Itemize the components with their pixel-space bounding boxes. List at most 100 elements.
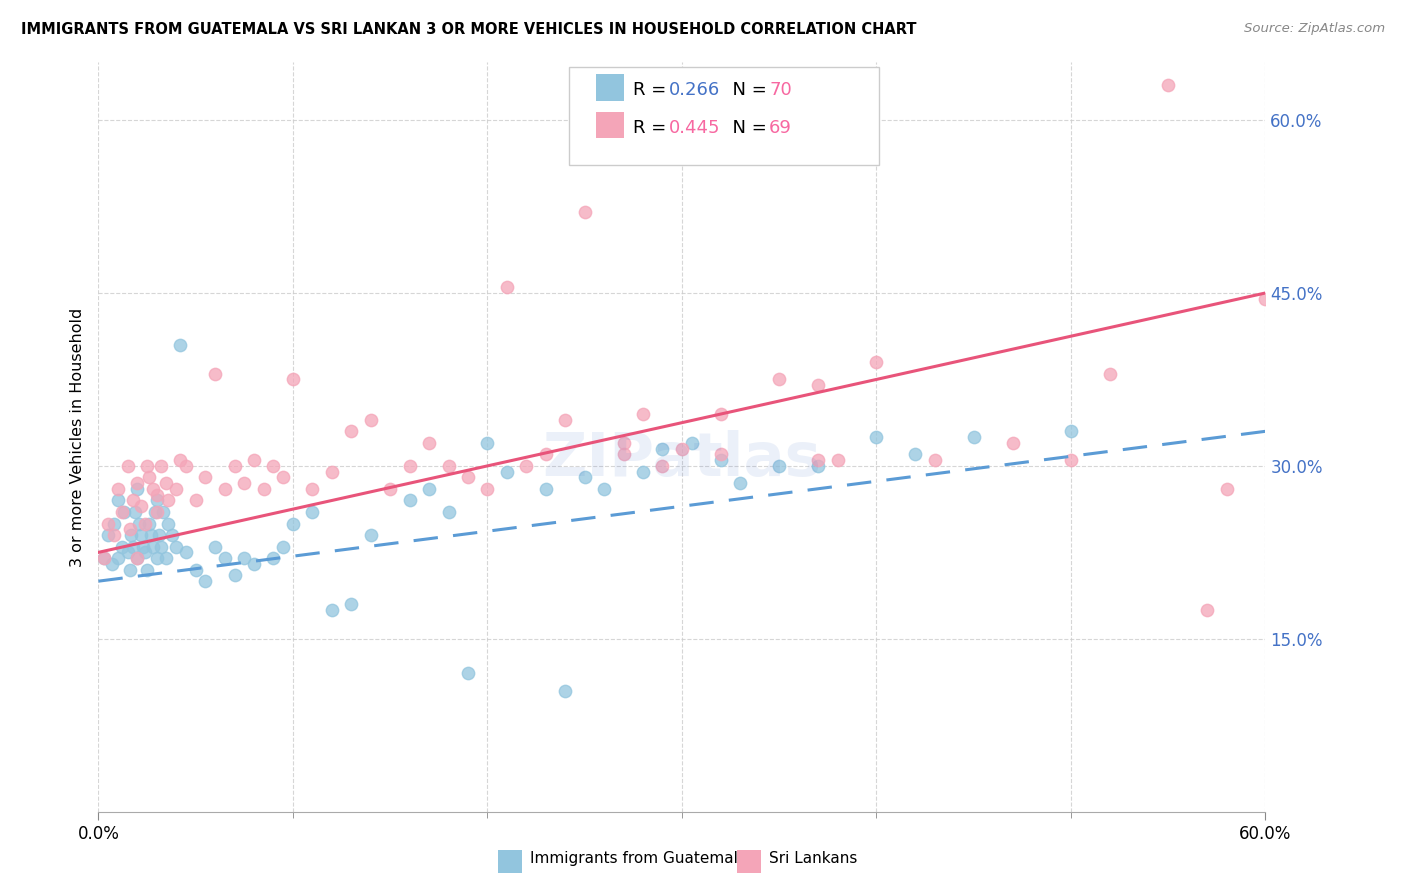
Point <box>174 458 197 473</box>
Point <box>924 453 946 467</box>
Point <box>224 458 246 473</box>
Point <box>612 447 634 461</box>
Point <box>1001 435 1024 450</box>
Point <box>418 482 440 496</box>
Point <box>554 413 576 427</box>
Point <box>301 482 323 496</box>
Point <box>127 482 149 496</box>
Point <box>651 442 673 456</box>
Point <box>184 493 207 508</box>
Point <box>132 540 155 554</box>
Point <box>457 470 479 484</box>
Text: 70: 70 <box>769 81 792 99</box>
Point <box>631 465 654 479</box>
Point <box>127 551 149 566</box>
Point <box>146 493 169 508</box>
Point <box>681 435 703 450</box>
Point <box>1195 603 1218 617</box>
Point <box>271 540 294 554</box>
Point <box>138 470 160 484</box>
Point <box>1215 482 1237 496</box>
Point <box>152 505 174 519</box>
Point <box>865 355 887 369</box>
Point <box>157 516 180 531</box>
Point <box>129 500 152 514</box>
Point <box>97 516 120 531</box>
Text: R =: R = <box>633 119 672 136</box>
Point <box>148 528 170 542</box>
Point <box>437 458 460 473</box>
Point <box>1060 425 1083 439</box>
Text: 0.445: 0.445 <box>669 119 721 136</box>
Text: Source: ZipAtlas.com: Source: ZipAtlas.com <box>1244 22 1385 36</box>
Point <box>496 465 519 479</box>
Point <box>807 453 830 467</box>
Point <box>457 666 479 681</box>
Point <box>121 528 143 542</box>
Point <box>233 551 256 566</box>
Point <box>631 407 654 421</box>
Point <box>103 528 125 542</box>
Text: 0.266: 0.266 <box>669 81 720 99</box>
Point <box>593 482 616 496</box>
Text: N =: N = <box>721 81 773 99</box>
Point <box>827 453 849 467</box>
Point <box>97 528 120 542</box>
Point <box>146 551 169 566</box>
Text: Immigrants from Guatemala: Immigrants from Guatemala <box>530 851 748 866</box>
Point <box>134 545 156 559</box>
Point <box>398 493 420 508</box>
Point <box>301 505 323 519</box>
Point <box>139 528 162 542</box>
Point <box>1254 292 1277 306</box>
Point <box>169 453 191 467</box>
Point <box>155 476 177 491</box>
Point <box>103 516 125 531</box>
Point <box>93 551 115 566</box>
Point <box>437 505 460 519</box>
Point <box>496 280 519 294</box>
Point <box>124 505 146 519</box>
Text: 69: 69 <box>769 119 792 136</box>
Point <box>122 493 145 508</box>
Point <box>146 488 169 502</box>
Point <box>204 540 226 554</box>
Point <box>143 505 166 519</box>
Point <box>224 568 246 582</box>
Point <box>321 603 343 617</box>
Point <box>93 551 115 566</box>
Point <box>117 545 139 559</box>
Point <box>128 516 150 531</box>
Point <box>904 447 927 461</box>
Y-axis label: 3 or more Vehicles in Household: 3 or more Vehicles in Household <box>69 308 84 566</box>
Point <box>360 528 382 542</box>
Point <box>194 470 217 484</box>
Point <box>107 493 129 508</box>
Point <box>271 470 294 484</box>
Point <box>612 435 634 450</box>
Point <box>112 505 135 519</box>
Point <box>1060 453 1083 467</box>
Point <box>710 447 733 461</box>
Point <box>157 493 180 508</box>
Point <box>710 453 733 467</box>
Point <box>169 338 191 352</box>
Point <box>136 458 159 473</box>
Point <box>651 458 673 473</box>
Point <box>380 482 402 496</box>
Point <box>107 482 129 496</box>
Point <box>111 540 134 554</box>
Point <box>122 540 145 554</box>
Point <box>174 545 197 559</box>
Point <box>136 563 159 577</box>
Point <box>184 563 207 577</box>
Point <box>118 563 141 577</box>
Point <box>146 505 169 519</box>
Point <box>118 522 141 536</box>
Point <box>107 551 129 566</box>
Point <box>671 442 693 456</box>
Point <box>127 551 149 566</box>
Point <box>149 458 172 473</box>
Point <box>165 482 187 496</box>
Point <box>1098 367 1121 381</box>
